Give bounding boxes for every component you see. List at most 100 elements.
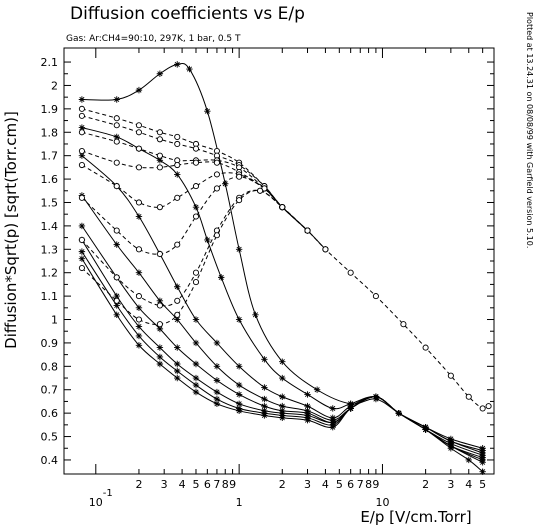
data-point-star [78,124,86,131]
data-point-star [304,416,311,424]
data-point-circle [78,105,85,112]
data-point-star [235,391,243,398]
data-point-circle [135,246,142,253]
data-point-star [261,384,268,391]
data-point-star [174,374,181,382]
y-tick-label: 2.1 [41,56,59,69]
data-point-star [204,236,211,244]
data-point-star [174,344,181,351]
data-point-circle [78,161,85,169]
data-point-circle [174,241,181,248]
x-decade-label: 10 [89,496,103,509]
data-point-star [174,171,181,178]
data-point-circle [213,171,220,178]
data-point-circle [479,405,486,412]
y-tick-label: 0.4 [41,454,59,467]
data-point-circle [113,122,120,129]
chart-title: Diffusion coefficients vs E/p [70,4,305,24]
data-point-star [313,386,321,393]
data-point-star [279,402,286,410]
data-point-circle [279,204,286,211]
data-point-star [156,344,164,351]
y-tick-label: 1.9 [41,103,59,116]
x-tick-label: 3 [447,478,454,491]
data-point-star [186,65,193,73]
data-point-star [135,342,143,349]
data-point-star [261,402,268,410]
data-point-star [78,222,86,230]
chart-subtitle: Gas: Ar:CH4=90:10, 297K, 1 bar, 0.5 T [66,34,241,44]
data-point-circle [322,246,329,253]
x-tick-label: 9 [229,478,236,491]
data-point-star [213,388,221,396]
data-point-star [235,407,243,415]
y-tick-label: 0.6 [41,407,59,420]
data-point-star [465,456,472,464]
x-tick-label: 4 [179,478,186,491]
y-tick-label: 0.5 [41,431,59,444]
x-tick-label: 5 [336,478,343,491]
data-point-star [279,374,286,382]
data-point-star [113,292,120,300]
x-tick-label: 4 [322,478,329,491]
data-point-star [192,339,200,347]
axes: 0.4 0.5 0.6 0.7 0.8 0.9 1 1.1 1.2 1.3 1.4 1.5 1.6 1.7… [41,48,494,509]
data-point-circle [447,372,454,379]
data-point-star [135,269,143,276]
data-point-star [192,374,200,382]
y-tick-label: 1.6 [41,173,59,186]
data-point-circle [156,152,163,159]
data-point-star [135,332,143,340]
y-tick-label: 0.7 [41,384,59,397]
x-tick-label: 5 [192,478,199,491]
series-group [78,61,492,475]
data-point-circle [465,393,472,400]
data-point-circle [156,204,163,211]
data-point-star [279,358,286,365]
data-point-star [279,414,286,422]
data-point-circle [304,227,311,234]
data-point-star [156,325,164,333]
data-point-circle [113,115,120,122]
y-tick-label: 2 [51,79,58,92]
data-point-star [156,70,164,77]
data-point-star [78,152,86,159]
y-tick-label: 1.7 [41,150,59,163]
data-point-star [135,323,143,330]
data-point-circle [192,269,200,276]
data-point-circle [192,279,200,286]
data-point-star [252,311,259,319]
data-point-star [304,402,311,410]
data-point-circle [113,138,120,145]
x-tick-label: 3 [161,478,168,491]
data-point-star [174,360,181,368]
data-point-star [279,393,286,400]
data-point-star [192,203,200,211]
data-point-circle [422,344,429,351]
data-point-circle [135,122,142,129]
data-point-circle [347,269,354,276]
data-point-star [135,86,143,94]
data-point-star [204,107,211,115]
data-point-star [479,445,486,452]
data-point-circle [156,129,163,136]
y-tick-label: 1.1 [41,290,59,303]
x-tick-label: 3 [304,478,311,491]
data-point-star [135,304,143,312]
data-point-circle [135,199,142,206]
data-point-star [479,468,486,475]
data-point-star [261,356,268,363]
y-tick-label: 1.2 [41,267,59,280]
data-point-circle [400,321,407,328]
data-point-circle [192,183,200,190]
data-point-star [422,423,429,431]
data-point-circle [78,147,85,155]
data-point-star [213,377,221,384]
data-point-circle [174,311,181,318]
data-point-circle [192,213,200,220]
data-point-star [78,96,86,103]
data-point-circle [135,129,142,136]
data-point-circle [113,183,120,190]
data-point-star [329,423,336,431]
x-tick-label: 7 [357,478,364,491]
